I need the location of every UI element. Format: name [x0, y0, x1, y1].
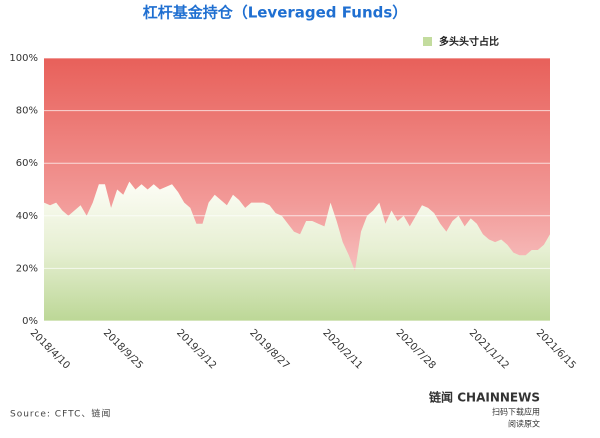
- brand: 链闻 CHAINNEWS: [429, 390, 540, 405]
- x-tick-label: 2021/1/12: [467, 327, 511, 371]
- area: [44, 181, 550, 321]
- y-tick-label: 100%: [9, 53, 38, 64]
- y-tick-label: 40%: [16, 211, 38, 222]
- x-tick-label: 2020/2/11: [320, 327, 364, 371]
- x-tick-label: 2018/9/25: [101, 327, 145, 371]
- footer-line: 阅读原文: [508, 419, 540, 429]
- y-tick-label: 80%: [16, 106, 38, 117]
- x-tick-label: 2019/8/27: [247, 327, 291, 371]
- y-tick-label: 0%: [22, 316, 38, 327]
- y-tick-label: 20%: [16, 263, 38, 274]
- x-tick-label: 2021/6/15: [534, 327, 578, 371]
- x-tick-label: 2018/4/10: [28, 327, 72, 371]
- legend-label: 多头头寸占比: [439, 35, 499, 48]
- y-tick-label: 60%: [16, 158, 38, 169]
- chart-title: 杠杆基金持仓（Leveraged Funds）: [143, 4, 408, 22]
- x-tick-label: 2019/3/12: [174, 327, 218, 371]
- legend-swatch: [423, 37, 432, 46]
- source: Source: CFTC、链闻: [10, 408, 111, 420]
- footer-line: 扫码下载应用: [492, 407, 540, 417]
- x-tick-label: 2020/7/28: [394, 327, 438, 371]
